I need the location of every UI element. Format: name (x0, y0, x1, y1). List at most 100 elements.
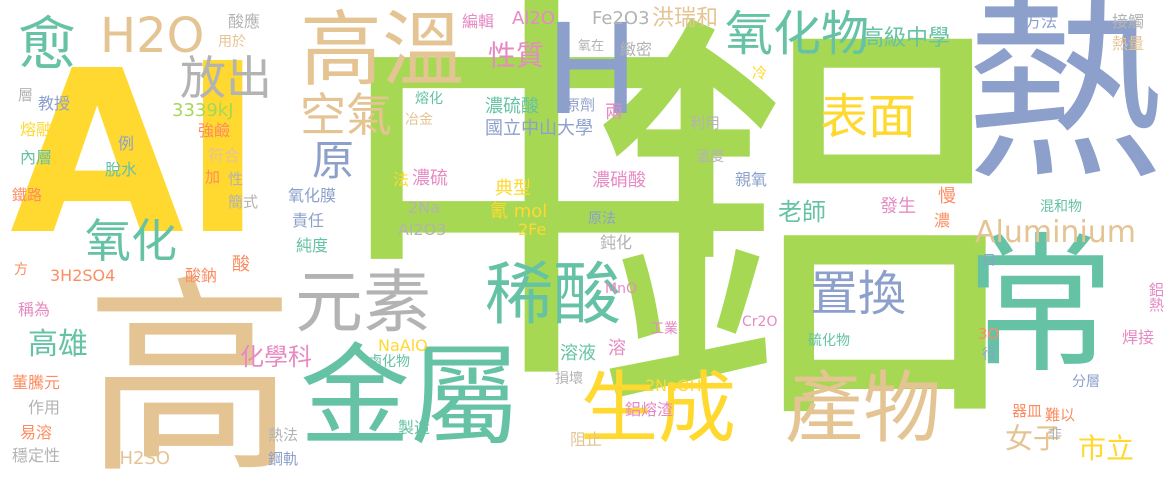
word-leng: 冷 (752, 64, 768, 82)
word-yirong: 易溶 (20, 423, 53, 442)
word-liyong: 利用 (690, 114, 721, 132)
word-chengwei: 稱為 (18, 300, 51, 319)
word-fe2o3: Fe2O3 (592, 8, 650, 29)
word-gongye: 工業 (650, 321, 678, 337)
word-nongxiaosuan: 濃硝酸 (592, 170, 646, 191)
word-2fe: 2Fe (518, 220, 547, 239)
word-yangzai: 氧在 (578, 39, 605, 54)
word-mno: MnO (605, 281, 637, 297)
word-fasheng: 發生 (880, 196, 916, 217)
word-hongruihe: 洪瑞和 (652, 6, 719, 31)
word-zuoyong: 作用 (28, 398, 61, 417)
word-yuansu: 元素 (295, 264, 432, 343)
word-kongqi: 空氣 (300, 88, 392, 142)
word-fa: 法 (393, 170, 410, 189)
word-fangchu: 放出 (180, 51, 272, 105)
word-suanying: 酸應 (228, 12, 261, 31)
word-h: H (545, 0, 639, 143)
word-qiangjian: 強鹼 (198, 121, 231, 140)
word-laoshi: 老師 (778, 198, 826, 226)
word-wendingxing: 穩定性 (12, 446, 61, 465)
word-2na: 2Na (408, 198, 440, 217)
word-nongliusuan: 濃硫酸 (485, 96, 539, 117)
word-gaoxiong: 高雄 (28, 327, 88, 362)
word-wendu: 溫度 (696, 149, 724, 165)
word-biaomian: 表面 (820, 89, 917, 145)
word-lure: 鋁熱 (1147, 282, 1165, 312)
word-xisuan: 稀酸 (485, 256, 622, 335)
word-6h2so: 6H2SO (108, 448, 171, 469)
word-ri: 日 (982, 253, 996, 269)
word-rongrong: 熔融 (20, 120, 53, 139)
word-h2o: H2O (100, 8, 205, 64)
word-re: 熱 (965, 0, 1166, 208)
word-jia: 加 (205, 168, 221, 186)
word-2naoh: 2NaOH (645, 376, 702, 395)
word-lu: 鋁 (590, 0, 1015, 479)
word-yuanji: 原劑 (565, 96, 596, 114)
word-qing-mol: 氰 mol (490, 201, 548, 222)
word-zeren: 責任 (292, 211, 325, 230)
word-ronghua: 熔化 (415, 91, 443, 107)
word-fei: 非 (1048, 427, 1062, 443)
word-yuan: 原 (312, 136, 355, 185)
word-yanghua: 氧化 (85, 214, 177, 268)
word-neiceng: 內層 (20, 148, 53, 167)
word-suan: 酸 (232, 254, 250, 275)
word-cr2o: Cr2O (742, 314, 778, 330)
word-dunhua: 鈍化 (600, 233, 633, 252)
word-al2o: Al2O (512, 8, 555, 29)
word-jinshu: 金屬 (300, 333, 520, 461)
word-hunhewu: 混和物 (1040, 199, 1082, 215)
word-man: 慢 (938, 186, 956, 207)
word-jiechu: 接觸 (1112, 12, 1145, 31)
word-gaowen: 高溫 (300, 3, 465, 98)
word-aluminium: Aluminium (975, 215, 1137, 250)
word-huaxueke: 化學科 (240, 343, 312, 371)
word-naalo: NaAlO (378, 336, 428, 355)
word-fuhe: 符合 (208, 146, 241, 165)
word-ceng: 層 (18, 86, 34, 104)
word-chanwu: 產物 (785, 364, 942, 454)
word-yanghuawu: 氧化物 (725, 6, 870, 62)
word-zhihuan: 置換 (810, 266, 907, 322)
word-yongyu: 用於 (218, 34, 246, 50)
word-3o: 3O (978, 325, 1000, 343)
word-jianshi: 簡式 (228, 193, 259, 211)
word-xing: 性 (228, 170, 244, 188)
word-ganggui: 鋼軌 (268, 450, 299, 468)
word-lurongzha: 鋁熔渣 (625, 400, 674, 419)
word-nongliu: 濃硫 (412, 168, 448, 189)
word-al2o3: Al2O3 (398, 220, 447, 239)
word-rongye: 溶液 (560, 343, 596, 364)
word-al: Al (10, 23, 262, 285)
word-nvzi: 女子 (1005, 422, 1062, 455)
word-refa: 熱法 (268, 426, 299, 444)
word-dongtengyuan: 董騰元 (12, 373, 61, 392)
word-qimin: 器皿 (1012, 402, 1043, 420)
word-tielu: 鐵路 (12, 186, 43, 204)
word-bianji: 編輯 (462, 12, 495, 31)
word-qinyang: 親氧 (735, 170, 768, 189)
word-yuanfa: 原法 (588, 211, 616, 227)
word-zhimi: 緻密 (620, 40, 653, 59)
word-gao: 高 (85, 257, 296, 482)
word-nanyi: 難以 (1045, 406, 1076, 424)
word-dianxing: 典型 (495, 178, 531, 199)
word-zhizao: 製造 (398, 418, 431, 437)
word-chang: 常 (965, 220, 1116, 394)
word-gaojizhongxue: 高級中學 (862, 26, 951, 51)
word-xingzhi: 性質 (488, 39, 545, 72)
word-fang: 方 (14, 262, 28, 278)
word-zuzhi: 阻止 (570, 430, 603, 449)
word-yanghuamo: 氧化膜 (288, 186, 337, 205)
word-fangfa: 方法 (1025, 12, 1058, 31)
word-chundu: 純度 (296, 236, 329, 255)
word-sunhuai: 損壞 (555, 371, 583, 387)
word-reliang: 熱量 (1112, 34, 1145, 53)
word-zhong: 中 (330, 0, 755, 439)
word-yejin: 冶金 (405, 112, 433, 128)
word-fenceng: 分層 (1072, 374, 1100, 390)
word-li: 例 (118, 134, 135, 153)
